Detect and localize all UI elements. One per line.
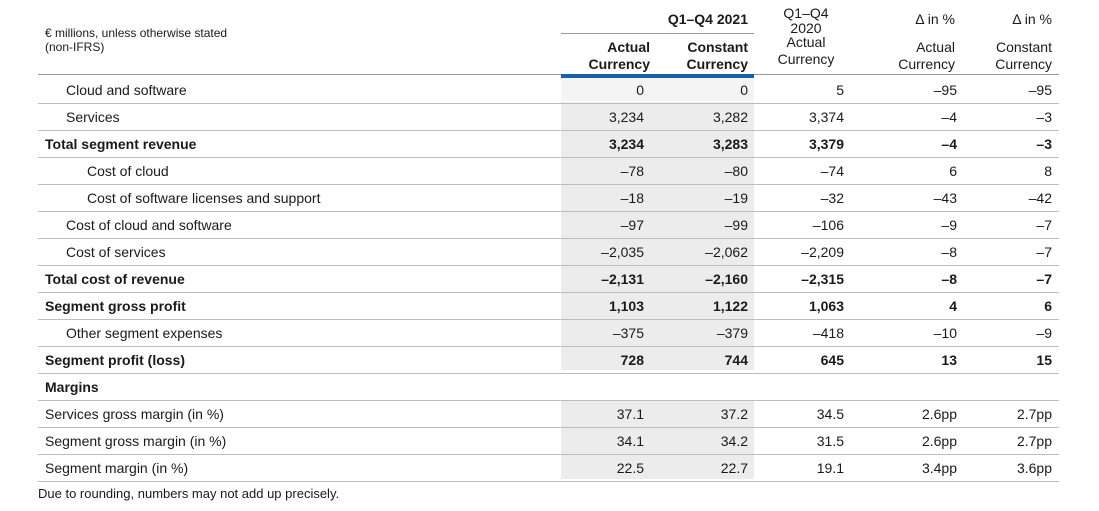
unit-note: € millions, unless otherwise stated (non… [45,26,228,54]
footnote: Due to rounding, numbers may not add up … [38,486,340,501]
row-label: Total segment revenue [38,130,561,158]
header-rule [38,74,1059,75]
header-blue-accent [561,74,754,78]
data-table: Cloud and software 0 0 5 –95 –95 Service… [38,77,1059,482]
header-col5: Δ in % Constant Currency [995,11,1052,72]
row-label: Segment gross profit [38,292,561,320]
row-label: Segment margin (in %) [38,454,561,482]
row-label: Segment profit (loss) [38,346,561,374]
table-header: € millions, unless otherwise stated (non… [38,0,1059,78]
financial-table-wrapper: € millions, unless otherwise stated (non… [38,0,1059,501]
header-col2: Constant Currency [686,39,748,72]
table-row: Services gross margin (in %) 37.1 37.2 3… [38,400,1059,428]
table-row-total: Segment gross profit 1,103 1,122 1,063 4… [38,292,1059,320]
table-row: Other segment expenses –375 –379 –418 –1… [38,319,1059,347]
table-row: Segment margin (in %) 22.5 22.7 19.1 3.4… [38,454,1059,482]
table-row: Segment gross margin (in %) 34.1 34.2 31… [38,427,1059,455]
table-row: Cost of software licenses and support –1… [38,184,1059,212]
table-row-total: Total segment revenue 3,234 3,283 3,379 … [38,130,1059,158]
table-row: Cloud and software 0 0 5 –95 –95 [38,77,1059,104]
header-group-2021: Q1–Q4 2021 [667,11,748,27]
row-label: Other segment expenses [38,319,561,347]
row-label: Segment gross margin (in %) [38,427,561,455]
row-label: Cloud and software [38,77,561,104]
row-label: Cost of software licenses and support [38,184,561,212]
row-label: Cost of services [38,238,561,266]
table-row: Services 3,234 3,282 3,374 –4 –3 [38,103,1059,131]
table-row: Cost of cloud and software –97 –99 –106 … [38,211,1059,239]
table-row-total: Total cost of revenue –2,131 –2,160 –2,3… [38,265,1059,293]
section-heading-margins: Margins [38,373,561,401]
row-label: Total cost of revenue [38,265,561,293]
header-col3: Q1–Q4 2020 Actual Currency [777,5,835,67]
table-row-section-heading: Margins [38,373,1059,401]
row-label: Cost of cloud [38,157,561,185]
table-row: Cost of services –2,035 –2,062 –2,209 –8… [38,238,1059,266]
table-row-total: Segment profit (loss) 728 744 645 13 15 [38,346,1059,374]
header-col4: Δ in % Actual Currency [898,11,955,72]
row-label: Services gross margin (in %) [38,400,561,428]
table-row: Cost of cloud –78 –80 –74 6 8 [38,157,1059,185]
header-col1: Actual Currency [588,39,650,72]
row-label: Cost of cloud and software [38,211,561,239]
header-group-2021-rule [561,33,754,34]
row-label: Services [38,103,561,131]
